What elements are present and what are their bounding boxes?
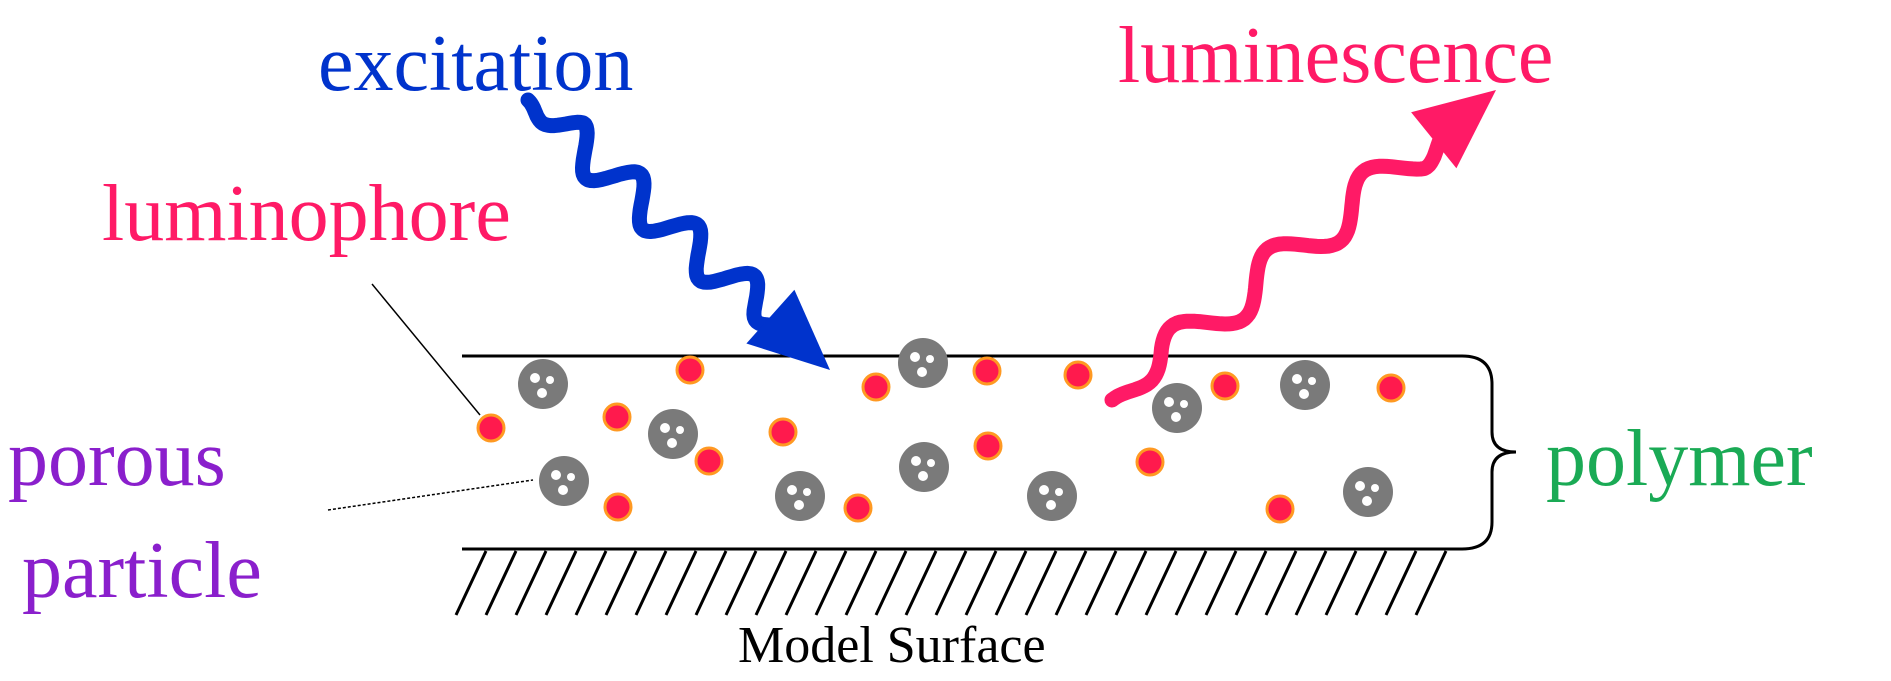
hatch-line xyxy=(934,550,968,616)
hatch-line xyxy=(1384,550,1418,616)
hatch-line xyxy=(1354,550,1388,616)
porous-particle-icon xyxy=(1027,471,1077,521)
porous-particle-icon xyxy=(775,471,825,521)
hatch-line xyxy=(454,550,488,616)
luminophore-dot-icon xyxy=(1265,494,1295,524)
luminophore-dot-icon xyxy=(861,372,891,402)
hatch-line xyxy=(1174,550,1208,616)
luminophore-dot-icon xyxy=(694,446,724,476)
hatch-line xyxy=(754,550,788,616)
particle-leader-line xyxy=(327,479,534,511)
hatch-line xyxy=(904,550,938,616)
hatch-line xyxy=(1204,550,1238,616)
luminophore-leader-line xyxy=(371,283,481,416)
hatch-line xyxy=(1324,550,1358,616)
luminophore-dot-icon xyxy=(1210,371,1240,401)
hatch-line xyxy=(664,550,698,616)
porous-particle-icon xyxy=(518,359,568,409)
luminophore-dot-icon xyxy=(972,356,1002,386)
luminophore-dot-icon xyxy=(476,413,506,443)
porous-particle-label-line2: particle xyxy=(22,527,262,615)
luminophore-dot-icon xyxy=(973,431,1003,461)
luminophore-dot-icon xyxy=(1376,373,1406,403)
hatch-line xyxy=(724,550,758,616)
luminophore-dot-icon xyxy=(603,492,633,522)
hatch-line xyxy=(1264,550,1298,616)
luminophore-dot-icon xyxy=(1063,360,1093,390)
porous-particle-label-line1: porous xyxy=(8,415,226,503)
porous-particle-icon xyxy=(539,456,589,506)
hatch-line xyxy=(544,550,578,616)
excitation-label: excitation xyxy=(318,20,633,108)
porous-particle-icon xyxy=(1152,383,1202,433)
hatch-line xyxy=(1144,550,1178,616)
porous-particle-icon xyxy=(1343,467,1393,517)
luminophore-dot-icon xyxy=(843,493,873,523)
hatch-line xyxy=(604,550,638,616)
excitation-arrowhead-icon xyxy=(746,289,830,370)
luminescence-wave xyxy=(1104,121,1456,408)
hatch-line xyxy=(1114,550,1148,616)
luminescence-label: luminescence xyxy=(1118,12,1553,100)
polymer-label: polymer xyxy=(1546,415,1813,503)
luminescence-arrowhead-icon xyxy=(1411,90,1496,169)
hatch-line xyxy=(1024,550,1058,616)
porous-particle-icon xyxy=(899,442,949,492)
luminophore-dot-icon xyxy=(602,402,632,432)
model-surface-hatching xyxy=(454,550,1448,616)
luminophore-label: luminophore xyxy=(102,170,511,258)
hatch-line xyxy=(964,550,998,616)
hatch-line xyxy=(634,550,668,616)
hatch-line xyxy=(484,550,518,616)
hatch-line xyxy=(784,550,818,616)
hatch-line xyxy=(574,550,608,616)
model-surface-label: Model Surface xyxy=(738,617,1046,674)
porous-particle-icon xyxy=(898,338,948,388)
hatch-line xyxy=(1414,550,1448,616)
hatch-line xyxy=(694,550,728,616)
hatch-line xyxy=(1054,550,1088,616)
luminophores xyxy=(476,355,1406,524)
hatch-line xyxy=(514,550,548,616)
luminophore-dot-icon xyxy=(1135,447,1165,477)
luminophore-dot-icon xyxy=(768,417,798,447)
porous-particles xyxy=(518,338,1393,521)
porous-particle-icon xyxy=(1280,360,1330,410)
hatch-line xyxy=(814,550,848,616)
excitation-wave xyxy=(520,92,792,337)
hatch-line xyxy=(844,550,878,616)
polymer-brace xyxy=(1461,354,1517,551)
porous-particle-icon xyxy=(648,409,698,459)
hatch-line xyxy=(1234,550,1268,616)
hatch-line xyxy=(994,550,1028,616)
hatch-line xyxy=(1084,550,1118,616)
luminophore-dot-icon xyxy=(675,355,705,385)
hatch-line xyxy=(1294,550,1328,616)
hatch-line xyxy=(874,550,908,616)
